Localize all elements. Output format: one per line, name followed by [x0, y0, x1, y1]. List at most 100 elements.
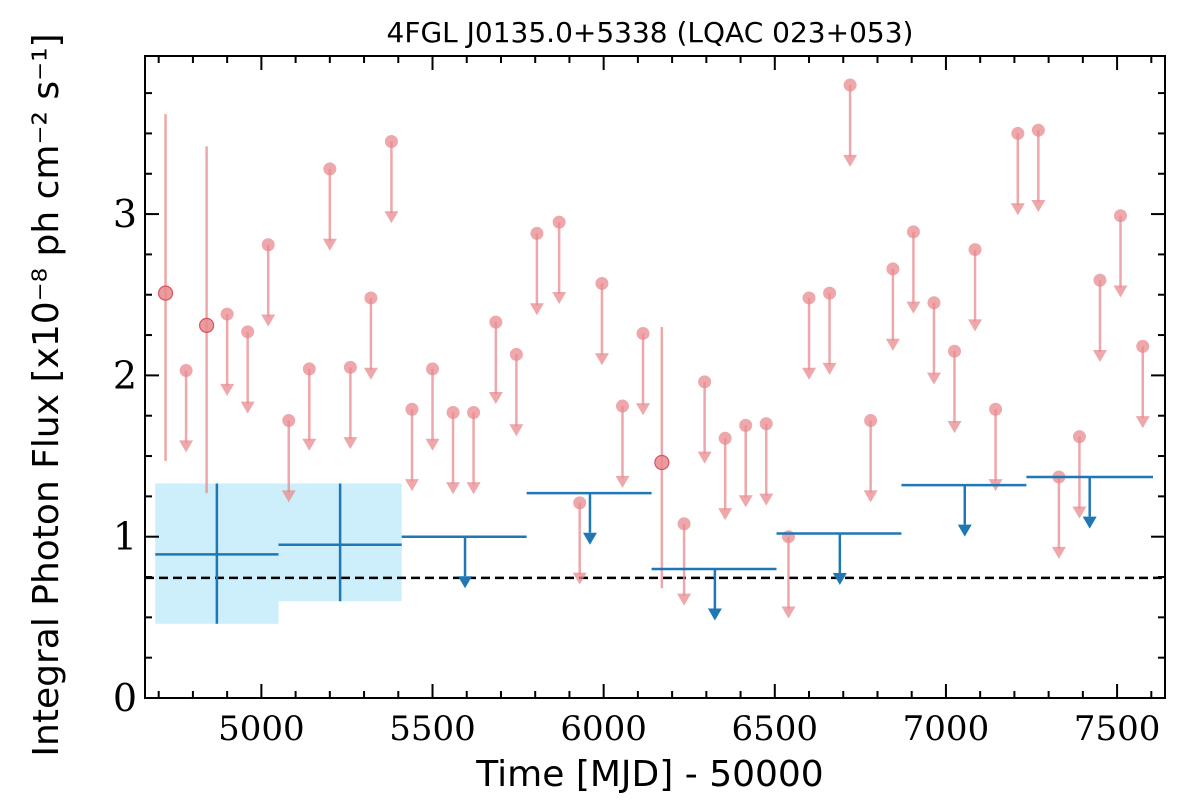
short-ul-point-41	[1072, 430, 1086, 444]
short-ul-point-23	[698, 375, 712, 389]
short-ul-point-2	[241, 325, 255, 339]
short-ul-point-22	[677, 517, 691, 531]
short-ul-arrow-39	[1031, 200, 1046, 213]
short-ul-arrow-30	[843, 154, 858, 167]
x-tick-label: 5000	[218, 709, 305, 749]
short-ul-point-6	[323, 162, 337, 176]
short-ul-arrow-22	[677, 593, 692, 606]
long-ul-arrow-4	[957, 524, 972, 537]
long-ul-arrow-0	[458, 576, 473, 589]
short-ul-arrow-36	[968, 319, 983, 332]
short-ul-point-43	[1114, 209, 1128, 223]
short-ul-arrow-23	[697, 451, 712, 464]
y-axis-label: Integral Photon Flux [x10⁻⁸ ph cm⁻² s⁻¹]	[26, 33, 67, 756]
short-ul-point-13	[467, 405, 481, 419]
long-ul-arrow-5	[1082, 516, 1097, 529]
short-ul-point-11	[426, 362, 440, 376]
short-ul-point-38	[1011, 126, 1025, 140]
plot-layer	[145, 78, 1165, 624]
short-ul-arrow-4	[281, 490, 296, 503]
short-det-point-1	[199, 317, 215, 333]
short-ul-arrow-0	[179, 440, 194, 453]
long-ul-arrow-1	[582, 532, 597, 545]
short-ul-point-17	[552, 215, 566, 229]
short-ul-arrow-7	[343, 437, 358, 450]
long-ul-arrow-2	[707, 608, 722, 621]
short-ul-point-14	[489, 315, 503, 329]
short-ul-arrow-6	[322, 238, 337, 251]
short-ul-arrow-35	[947, 421, 962, 434]
short-ul-point-5	[302, 362, 316, 376]
short-ul-arrow-13	[466, 482, 481, 495]
short-ul-arrow-17	[552, 291, 567, 304]
short-ul-point-29	[823, 286, 837, 300]
short-ul-arrow-15	[509, 424, 524, 437]
short-ul-arrow-33	[906, 301, 921, 314]
short-ul-arrow-31	[863, 490, 878, 503]
short-ul-arrow-12	[446, 482, 461, 495]
short-ul-point-24	[718, 431, 732, 445]
x-tick-label: 7000	[903, 709, 990, 749]
short-ul-point-30	[843, 78, 857, 92]
short-ul-point-34	[927, 296, 941, 310]
axes-frame: 5000 5500 6000 6500 7000 7500 0 1 2 3	[113, 55, 1166, 749]
short-ul-point-19	[595, 276, 609, 290]
y-tick-label: 0	[113, 676, 137, 720]
short-ul-arrow-38	[1010, 203, 1025, 216]
short-ul-point-31	[864, 414, 878, 428]
short-ul-point-36	[968, 243, 982, 257]
short-ul-arrow-19	[594, 353, 609, 366]
short-ul-point-37	[989, 402, 1003, 416]
short-ul-arrow-44	[1135, 416, 1150, 429]
short-ul-arrow-11	[425, 438, 440, 451]
short-ul-point-0	[179, 364, 193, 378]
short-ul-arrow-10	[404, 479, 419, 492]
y-tick-label: 3	[113, 192, 137, 236]
short-ul-arrow-43	[1113, 285, 1128, 298]
short-ul-point-26	[759, 417, 773, 431]
short-ul-arrow-14	[488, 391, 503, 404]
short-ul-arrow-24	[718, 508, 733, 521]
short-ul-point-33	[906, 225, 920, 239]
short-ul-point-1	[220, 307, 234, 321]
short-ul-point-12	[446, 405, 460, 419]
short-ul-arrow-25	[738, 495, 753, 508]
short-ul-arrow-42	[1092, 350, 1107, 363]
x-tick-label: 5500	[389, 709, 476, 749]
x-tick-label: 6500	[732, 709, 819, 749]
short-det-point-0	[157, 285, 174, 301]
plot-border	[144, 55, 1166, 699]
short-ul-arrow-3	[261, 314, 276, 327]
short-ul-point-3	[261, 238, 275, 252]
short-ul-arrow-20	[615, 475, 630, 488]
short-ul-arrow-41	[1072, 506, 1087, 519]
short-ul-arrow-9	[384, 211, 399, 224]
short-ul-point-44	[1136, 339, 1150, 353]
short-det-point-2	[654, 454, 670, 471]
long-ul-arrow-3	[832, 573, 847, 586]
short-ul-arrow-29	[822, 362, 837, 375]
short-ul-arrow-21	[636, 403, 651, 416]
short-ul-arrow-34	[926, 372, 941, 385]
short-ul-point-10	[405, 402, 419, 416]
short-ul-point-9	[384, 134, 398, 148]
short-ul-point-4	[282, 414, 296, 428]
short-ul-point-28	[802, 291, 816, 305]
short-ul-arrow-28	[802, 367, 817, 380]
short-ul-arrow-8	[363, 367, 378, 380]
short-ul-point-16	[530, 226, 544, 240]
x-tick-label: 6000	[560, 709, 647, 749]
short-ul-arrow-18	[572, 572, 587, 585]
short-ul-arrow-32	[885, 338, 900, 351]
short-ul-arrow-1	[220, 383, 235, 396]
short-ul-point-20	[615, 399, 629, 413]
short-ul-point-15	[509, 347, 523, 361]
short-ul-arrow-2	[240, 401, 255, 414]
short-ul-point-39	[1031, 123, 1045, 137]
short-ul-point-27	[781, 530, 795, 544]
short-ul-point-8	[364, 291, 378, 305]
short-ul-arrow-16	[529, 303, 544, 316]
short-ul-arrow-26	[759, 493, 774, 506]
